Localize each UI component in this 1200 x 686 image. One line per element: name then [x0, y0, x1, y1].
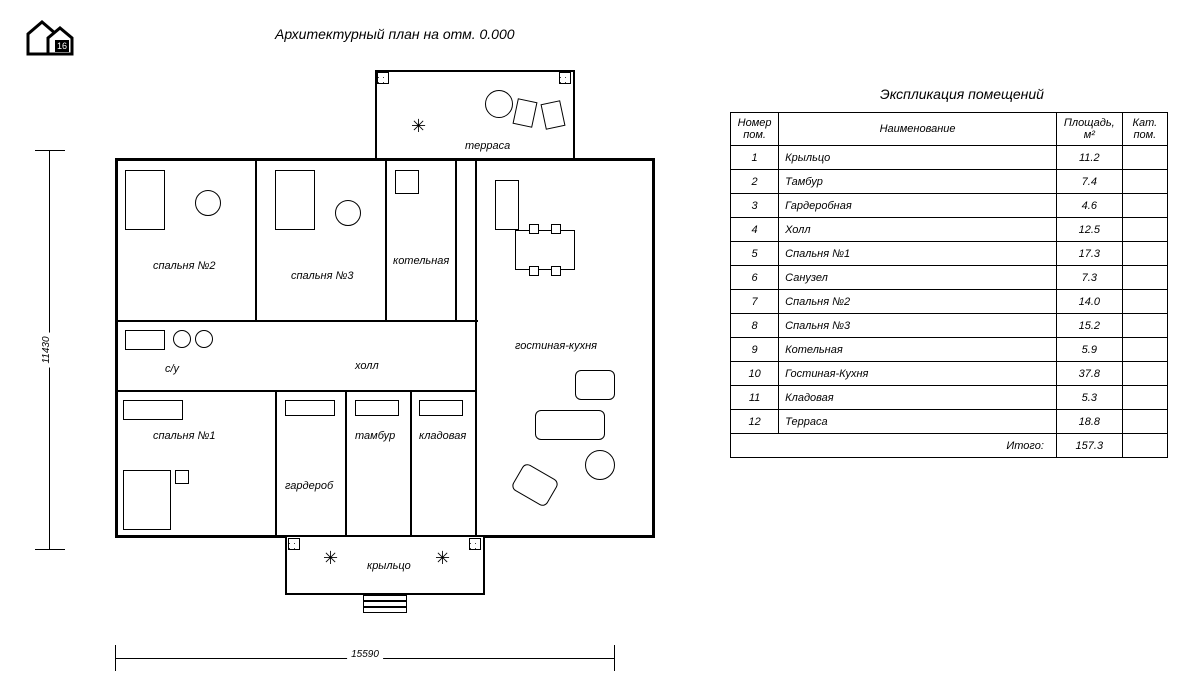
- cell-cat: [1122, 338, 1167, 362]
- cell-num: 2: [731, 170, 779, 194]
- dim-height-label: 11430: [41, 332, 52, 367]
- cell-area: 14.0: [1056, 290, 1122, 314]
- cell-cat: [1122, 266, 1167, 290]
- dimension-horizontal: 15590: [115, 645, 615, 671]
- cell-cat: [1122, 386, 1167, 410]
- table-header-row: Номер пом. Наименование Площадь, м² Кат.…: [731, 113, 1168, 146]
- cell-area: 7.4: [1056, 170, 1122, 194]
- cell-cat: [1122, 362, 1167, 386]
- cell-cat: [1122, 170, 1167, 194]
- cell-num: 8: [731, 314, 779, 338]
- floor-plan: 11430 15590 ✳ терраса спальня №2: [75, 70, 665, 635]
- th-name: Наименование: [779, 113, 1057, 146]
- table-row: 4Холл12.5: [731, 218, 1168, 242]
- cell-num: 11: [731, 386, 779, 410]
- cell-name: Кладовая: [779, 386, 1057, 410]
- total-empty: [1122, 434, 1167, 458]
- total-label: Итого:: [731, 434, 1057, 458]
- cell-name: Котельная: [779, 338, 1057, 362]
- table-total-row: Итого: 157.3: [731, 434, 1168, 458]
- th-area: Площадь, м²: [1056, 113, 1122, 146]
- cell-cat: [1122, 218, 1167, 242]
- room-label-bedroom2: спальня №2: [153, 260, 216, 272]
- cell-cat: [1122, 314, 1167, 338]
- room-label-boiler: котельная: [393, 255, 449, 267]
- cell-area: 5.9: [1056, 338, 1122, 362]
- cell-num: 5: [731, 242, 779, 266]
- th-cat: Кат. пом.: [1122, 113, 1167, 146]
- cell-name: Холл: [779, 218, 1057, 242]
- table-row: 11Кладовая5.3: [731, 386, 1168, 410]
- cell-num: 7: [731, 290, 779, 314]
- cell-num: 3: [731, 194, 779, 218]
- room-label-terrace: терраса: [465, 140, 510, 152]
- table-row: 6Санузел7.3: [731, 266, 1168, 290]
- room-label-bathroom: с/у: [165, 363, 179, 375]
- cell-cat: [1122, 290, 1167, 314]
- table-row: 12Терраса18.8: [731, 410, 1168, 434]
- cell-area: 18.8: [1056, 410, 1122, 434]
- room-label-wardrobe: гардероб: [285, 480, 333, 492]
- room-label-porch: крыльцо: [367, 560, 411, 572]
- table-row: 9Котельная5.9: [731, 338, 1168, 362]
- table-row: 10Гостиная-Кухня37.8: [731, 362, 1168, 386]
- plan-title: Архитектурный план на отм. 0.000: [275, 26, 515, 42]
- cell-name: Спальня №1: [779, 242, 1057, 266]
- cell-area: 15.2: [1056, 314, 1122, 338]
- table-row: 5Спальня №117.3: [731, 242, 1168, 266]
- cell-num: 4: [731, 218, 779, 242]
- table-row: 1Крыльцо11.2: [731, 146, 1168, 170]
- plant-icon: ✳: [411, 116, 426, 137]
- cell-name: Гардеробная: [779, 194, 1057, 218]
- room-label-pantry: кладовая: [419, 430, 466, 442]
- cell-area: 12.5: [1056, 218, 1122, 242]
- cell-name: Тамбур: [779, 170, 1057, 194]
- cell-name: Спальня №2: [779, 290, 1057, 314]
- cell-name: Санузел: [779, 266, 1057, 290]
- room-label-tambour: тамбур: [355, 430, 395, 442]
- room-label-bedroom3: спальня №3: [291, 270, 354, 282]
- table-row: 2Тамбур7.4: [731, 170, 1168, 194]
- table-row: 7Спальня №214.0: [731, 290, 1168, 314]
- plant-icon: ✳: [323, 548, 338, 569]
- cell-area: 7.3: [1056, 266, 1122, 290]
- cell-cat: [1122, 146, 1167, 170]
- th-num: Номер пом.: [731, 113, 779, 146]
- cell-area: 17.3: [1056, 242, 1122, 266]
- room-label-hall: холл: [355, 360, 379, 372]
- plant-icon: ✳: [435, 548, 450, 569]
- table-row: 3Гардеробная4.6: [731, 194, 1168, 218]
- cell-num: 12: [731, 410, 779, 434]
- cell-area: 11.2: [1056, 146, 1122, 170]
- room-schedule-table: Номер пом. Наименование Площадь, м² Кат.…: [730, 112, 1168, 458]
- cell-name: Крыльцо: [779, 146, 1057, 170]
- dim-width-label: 15590: [347, 649, 383, 660]
- room-label-living: гостиная-кухня: [515, 340, 597, 352]
- table-title: Экспликация помещений: [880, 86, 1044, 102]
- cell-area: 5.3: [1056, 386, 1122, 410]
- cell-num: 10: [731, 362, 779, 386]
- svg-text:16: 16: [57, 41, 67, 51]
- dimension-vertical: 11430: [35, 150, 65, 550]
- cell-num: 9: [731, 338, 779, 362]
- cell-cat: [1122, 410, 1167, 434]
- total-value: 157.3: [1056, 434, 1122, 458]
- cell-num: 1: [731, 146, 779, 170]
- cell-cat: [1122, 242, 1167, 266]
- cell-name: Терраса: [779, 410, 1057, 434]
- cell-num: 6: [731, 266, 779, 290]
- cell-area: 4.6: [1056, 194, 1122, 218]
- cell-area: 37.8: [1056, 362, 1122, 386]
- table-row: 8Спальня №315.2: [731, 314, 1168, 338]
- logo-icon: 16: [22, 18, 82, 58]
- cell-name: Гостиная-Кухня: [779, 362, 1057, 386]
- room-label-bedroom1: спальня №1: [153, 430, 216, 442]
- cell-cat: [1122, 194, 1167, 218]
- cell-name: Спальня №3: [779, 314, 1057, 338]
